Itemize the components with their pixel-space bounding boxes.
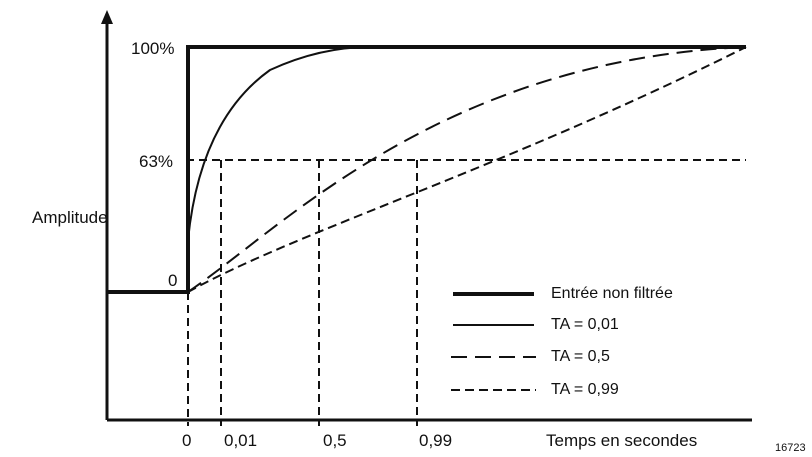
unfiltered-input-step <box>107 45 746 294</box>
y-tick-100: 100% <box>131 39 175 58</box>
legend-label-ta-001: TA = 0,01 <box>551 316 619 333</box>
x-axis-label: Temps en secondes <box>546 431 698 450</box>
y-axis-label: Amplitude <box>32 208 108 227</box>
y-tick-63: 63% <box>139 152 174 171</box>
x-tick-0: 0 <box>182 431 192 450</box>
legend-label-ta-05: TA = 0,5 <box>551 348 610 365</box>
y-axis-arrow-icon <box>101 10 113 24</box>
x-tick-001: 0,01 <box>224 431 258 450</box>
legend-label-ta-099: TA = 0,99 <box>551 381 619 398</box>
figure-number: 16723 <box>775 442 806 454</box>
curve-ta-05 <box>187 46 747 293</box>
legend-label-unfiltered: Entrée non filtrée <box>551 285 673 302</box>
curve-ta-099 <box>187 46 747 293</box>
x-tick-099: 0,99 <box>419 431 453 450</box>
y-tick-0: 0 <box>168 271 178 290</box>
curve-ta-001 <box>187 46 371 292</box>
x-tick-05: 0,5 <box>323 431 347 450</box>
